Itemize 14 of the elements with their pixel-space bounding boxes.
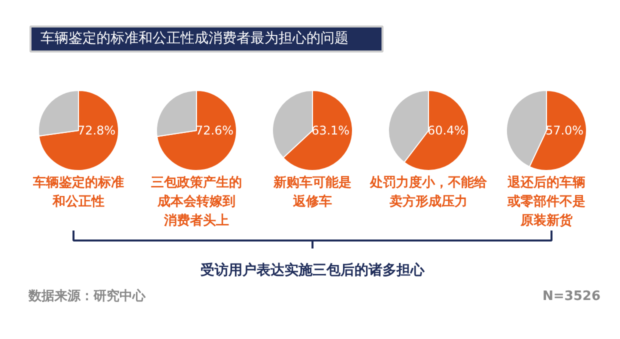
slice-label: 新购车可能是返修车 bbox=[272, 174, 352, 210]
data-label: 63.1% bbox=[311, 124, 350, 138]
data-label: 72.6% bbox=[195, 124, 234, 138]
slice-label: 三包政策产生的成本会转嫁到消费者头上 bbox=[151, 174, 242, 228]
data-label: 57.0% bbox=[545, 124, 584, 138]
data-label: 72.8% bbox=[77, 124, 116, 138]
data-label: 60.4% bbox=[427, 124, 466, 138]
source-note: 数据来源：研究中心 bbox=[28, 288, 146, 304]
slice-label: 退还后的车辆或零部件不是原装新货 bbox=[506, 174, 586, 228]
text: 受访用户表达实施三包后的诸多担心 bbox=[200, 262, 426, 278]
slice-label: 车辆鉴定的标准和公正性 bbox=[32, 174, 124, 210]
text: N=3526 bbox=[542, 289, 601, 304]
text: 车辆鉴定的标准和公正性成消费者最为担心的问题 bbox=[40, 30, 348, 46]
slice-label: 处罚力度小，不能给卖方形成压力 bbox=[369, 174, 488, 210]
